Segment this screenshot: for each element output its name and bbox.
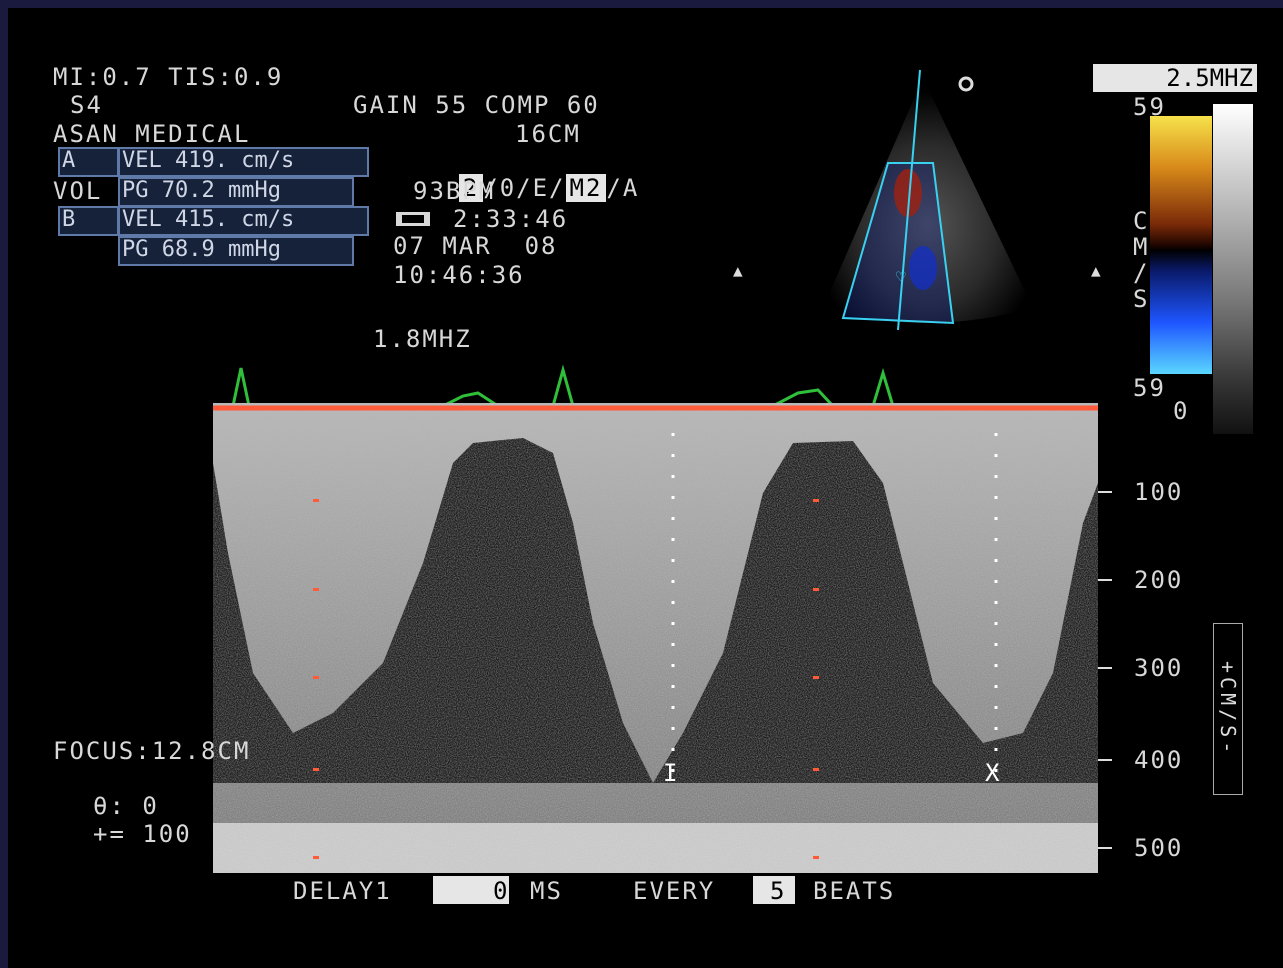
ultrasound-screen: MI:0.7 TIS:0.9 S4 GAIN 55 COMP 60 16CM A… <box>8 8 1283 968</box>
doppler-frequency: 1.8MHZ <box>373 325 472 353</box>
grayscale-bar <box>1213 104 1253 434</box>
spectral-noise <box>213 403 1098 873</box>
time-markers-right <box>813 499 819 859</box>
institution-name: ASAN MEDICAL <box>53 120 251 148</box>
color-side-letter-c: C <box>1133 207 1150 235</box>
mode-mid: /0/E/ <box>483 174 566 202</box>
color-scale-bottom: 59 <box>1133 374 1166 402</box>
mi-tis-readout: MI:0.7 TIS:0.9 <box>53 63 284 91</box>
elapsed-time: 2:33:46 <box>453 205 569 233</box>
mode-line: 2/0/E/M2/A <box>393 149 639 227</box>
measurement-a-velocity[interactable]: VEL 419. cm/s <box>118 147 369 177</box>
ecg-trace <box>213 364 1098 408</box>
velocity-tick-200: 200 <box>1134 566 1184 594</box>
heart-rate: 93BPM <box>413 177 496 205</box>
focus-depth: FOCUS:12.8CM <box>53 737 251 765</box>
every-label: EVERY <box>633 877 716 905</box>
measurement-b-velocity[interactable]: VEL 415. cm/s <box>118 206 369 236</box>
doppler-cursor-line <box>897 69 921 331</box>
velocity-axis: 100 200 300 400 500 <box>1098 403 1208 873</box>
exam-time: 10:46:36 <box>393 261 525 289</box>
sector-image[interactable]: ♡ ▲ ▲ <box>728 68 1118 338</box>
color-scale-top: 59 <box>1133 93 1166 121</box>
depth-marker-right-icon: ▲ <box>1091 261 1101 280</box>
color-flow-red <box>894 169 922 217</box>
depth-marker-left-icon: ▲ <box>733 261 743 280</box>
sweep-speed: += 100 <box>93 820 192 848</box>
volume-label: VOL <box>53 177 103 205</box>
mode-2d-indicator: 2 <box>458 174 484 202</box>
depth-readout: 16CM <box>515 120 581 148</box>
caliper-marker-a[interactable]: I <box>663 759 680 787</box>
beats-value: 5 <box>770 877 787 905</box>
time-markers-left <box>313 499 319 859</box>
velocity-tick-300: 300 <box>1134 654 1184 682</box>
color-side-letter-s: S <box>1133 285 1150 313</box>
probe-label: S4 <box>70 91 103 119</box>
measurement-a-label[interactable]: A <box>58 147 119 177</box>
orientation-marker-icon <box>958 76 974 92</box>
measurement-b-label[interactable]: B <box>58 206 119 236</box>
mode-end: /A <box>606 174 640 202</box>
caliper-marker-b[interactable]: X <box>985 759 1002 787</box>
color-side-letter-slash: / <box>1133 259 1150 287</box>
spectral-doppler-display[interactable] <box>213 403 1098 873</box>
color-side-letter-m: M <box>1133 233 1150 261</box>
sample-volume-icon: ♡ <box>896 267 906 286</box>
exam-date: 07 MAR 08 <box>393 232 558 260</box>
tape-icon <box>396 212 430 226</box>
velocity-tick-500: 500 <box>1134 834 1184 862</box>
velocity-tick-100: 100 <box>1134 478 1184 506</box>
transducer-frequency: 2.5MHZ <box>1093 64 1257 92</box>
delay-unit: MS <box>530 877 563 905</box>
measurement-b-gradient[interactable]: PG 68.9 mmHg <box>118 236 354 266</box>
velocity-tick-400: 400 <box>1134 746 1184 774</box>
velocity-zero-label: 0 <box>1173 397 1190 425</box>
mode-m2-indicator: M2 <box>565 174 607 202</box>
delay-value-field[interactable] <box>433 876 509 904</box>
velocity-unit-label: +CM/S- <box>1213 623 1243 795</box>
angle-correction: θ: 0 <box>93 792 159 820</box>
delay-value: 0 <box>493 877 510 905</box>
measurement-a-gradient[interactable]: PG 70.2 mmHg <box>118 177 354 207</box>
gain-comp-readout: GAIN 55 COMP 60 <box>353 91 600 119</box>
color-flow-blue <box>909 246 937 290</box>
beats-value-field[interactable] <box>753 876 795 904</box>
beats-label: BEATS <box>813 877 896 905</box>
sector-fan <box>823 78 1033 323</box>
color-velocity-bar <box>1150 116 1212 374</box>
delay-label: DELAY1 <box>293 877 392 905</box>
